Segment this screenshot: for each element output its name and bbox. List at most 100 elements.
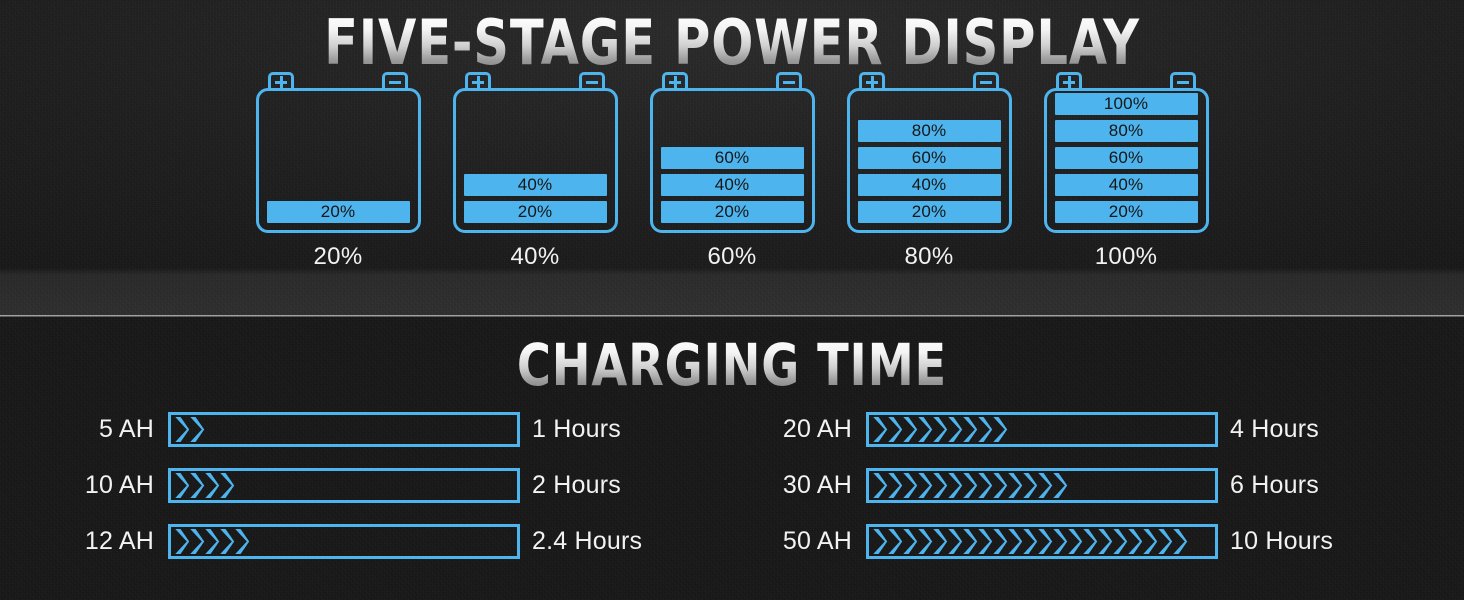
battery-level-bar: 40% [463,174,607,196]
battery-capacity-label: 5 AH [99,415,154,443]
plus-terminal-icon [859,72,885,89]
chevron-icon [175,529,190,554]
chevron-fill [174,473,235,498]
battery-capacity-label: 20 AH [782,415,852,443]
chevron-icon [235,529,250,554]
plus-terminal-icon [662,72,688,89]
charging-hours-label: 2.4 Hours [532,527,643,555]
chevron-icon [918,417,933,442]
battery-capacity-label: 10 AH [84,471,154,499]
battery-caption: 100% [1094,243,1158,270]
battery-level-bar: 60% [1054,147,1198,169]
minus-horizontal-stroke [783,80,795,84]
chevron-icon [888,529,903,554]
plus-vertical-stroke [870,76,874,88]
charging-hours-label: 10 Hours [1230,527,1334,555]
battery-capacity-label: 50 AH [782,527,852,555]
battery-terminals [465,72,605,89]
chevron-icon [205,473,220,498]
chevron-icon [190,473,205,498]
chevron-fill [872,529,1188,554]
minus-terminal-icon [776,72,802,89]
plus-vertical-stroke [673,76,677,88]
section-divider-line [0,315,1464,317]
battery-body: 20% 40% 60% 80% 100% [1043,88,1209,233]
plus-terminal-icon [1056,72,1082,89]
chevron-icon [918,473,933,498]
plus-terminal-icon [268,72,294,89]
chevron-icon [873,417,888,442]
chevron-icon [1098,529,1113,554]
battery-capacity-label: 30 AH [782,471,852,499]
chevron-icon [963,417,978,442]
chevron-fill [174,529,250,554]
chevron-icon [220,529,235,554]
chevron-icon [190,417,205,442]
battery-level-bar: 60% [660,147,804,169]
chevron-icon [1128,529,1143,554]
chevron-icon [1053,529,1068,554]
chevron-icon [903,529,918,554]
chevron-icon [963,529,978,554]
battery-stage-20: 20% 20% [255,72,421,270]
charging-progress-bar [168,468,520,503]
plus-terminal-icon [465,72,491,89]
minus-horizontal-stroke [980,80,992,84]
charging-time-row: 10 AH 2 Hours [78,468,688,503]
chevron-icon [190,529,205,554]
battery-level-bar: 40% [857,174,1001,196]
chevron-icon [978,473,993,498]
chevron-icon [948,473,963,498]
battery-stage-100: 20% 40% 60% 80% 100% 100% [1043,72,1209,270]
minus-horizontal-stroke [389,80,401,84]
charging-time-row: 30 AH 6 Hours [776,468,1386,503]
minus-horizontal-stroke [586,80,598,84]
battery-caption: 20% [313,243,363,270]
charging-progress-bar [866,524,1218,559]
charging-time-title: CHARGING TIME [146,336,1317,394]
chevron-icon [978,417,993,442]
chevron-icon [933,529,948,554]
minus-terminal-icon [973,72,999,89]
chevron-icon [963,473,978,498]
power-display-title: FIVE-STAGE POWER DISPLAY [146,12,1317,74]
battery-terminals [1056,72,1196,89]
charging-hours-label: 4 Hours [1230,415,1319,443]
plus-vertical-stroke [279,76,283,88]
chevron-icon [1023,529,1038,554]
charging-hours-label: 2 Hours [532,471,621,499]
battery-stage-40: 20% 40% 40% [452,72,618,270]
chevron-icon [1038,473,1053,498]
charging-time-table: 5 AH 1 Hours 10 AH 2 Hours 12 AH 2.4 Hours 20… [0,412,1464,592]
battery-level-bar: 20% [463,201,607,223]
chevron-icon [873,473,888,498]
minus-terminal-icon [382,72,408,89]
chevron-icon [1053,473,1068,498]
battery-body: 20% 40% 60% 80% [846,88,1012,233]
charging-progress-bar [168,524,520,559]
chevron-icon [1008,473,1023,498]
battery-level-bar: 20% [266,201,410,223]
chevron-icon [903,417,918,442]
battery-body: 20% 40% [452,88,618,233]
chevron-icon [993,417,1008,442]
chevron-icon [918,529,933,554]
chevron-icon [888,473,903,498]
chevron-icon [220,473,235,498]
chevron-icon [1083,529,1098,554]
charging-time-column-left: 5 AH 1 Hours 10 AH 2 Hours 12 AH 2.4 Hours [78,412,688,592]
chevron-icon [1173,529,1188,554]
chevron-icon [978,529,993,554]
battery-caption: 60% [707,243,757,270]
battery-terminals [268,72,408,89]
charging-progress-bar [866,468,1218,503]
battery-level-bar: 100% [1054,93,1198,115]
chevron-icon [1158,529,1173,554]
minus-horizontal-stroke [1177,80,1189,84]
battery-terminals [662,72,802,89]
chevron-fill [872,417,1008,442]
chevron-icon [888,417,903,442]
battery-level-bar: 20% [1054,201,1198,223]
battery-level-bar: 40% [660,174,804,196]
